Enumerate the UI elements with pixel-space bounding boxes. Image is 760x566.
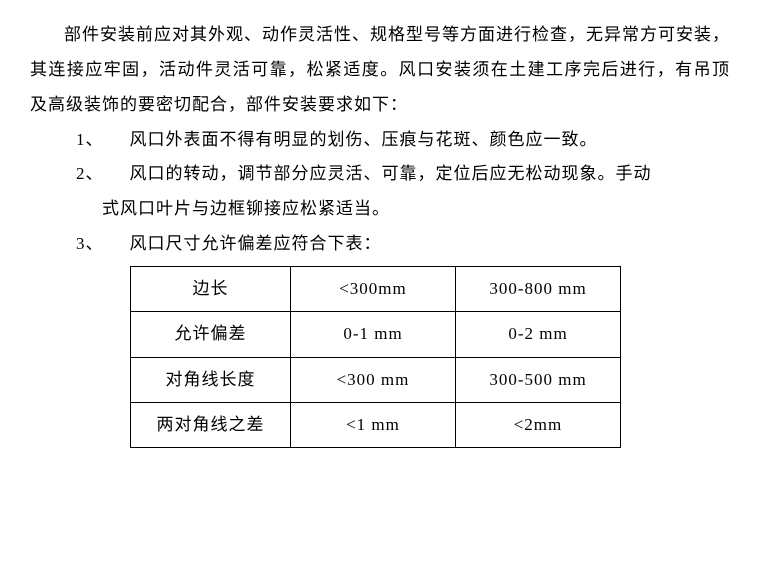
list-num-2: 2、 [76,157,104,192]
table-cell: 两对角线之差 [131,402,291,447]
table-cell: 边长 [131,266,291,311]
table-cell: 允许偏差 [131,312,291,357]
table-cell: <2mm [456,402,621,447]
table-cell: 300-500 mm [456,357,621,402]
list-text-1: 风口外表面不得有明显的划伤、压痕与花斑、颜色应一致。 [130,130,598,149]
table-row: 允许偏差 0-1 mm 0-2 mm [131,312,621,357]
requirements-list: 1、 风口外表面不得有明显的划伤、压痕与花斑、颜色应一致。 2、 风口的转动，调节部… [30,123,730,262]
list-item-2-continue: 式风口叶片与边框铆接应松紧适当。 [30,192,730,227]
table-row: 边长 <300mm 300-800 mm [131,266,621,311]
list-num-1: 1、 [76,123,104,158]
table-cell: <300mm [291,266,456,311]
table-cell: <1 mm [291,402,456,447]
intro-paragraph: 部件安装前应对其外观、动作灵活性、规格型号等方面进行检查，无异常方可安装，其连接… [30,18,730,123]
table-row: 两对角线之差 <1 mm <2mm [131,402,621,447]
list-text-2: 风口的转动，调节部分应灵活、可靠，定位后应无松动现象。手动 [130,164,652,183]
list-item-2: 2、 风口的转动，调节部分应灵活、可靠，定位后应无松动现象。手动 [30,157,730,192]
list-item-1: 1、 风口外表面不得有明显的划伤、压痕与花斑、颜色应一致。 [30,123,730,158]
tolerance-table: 边长 <300mm 300-800 mm 允许偏差 0-1 mm 0-2 mm … [130,266,621,448]
list-num-3: 3、 [76,227,104,262]
table-cell: <300 mm [291,357,456,402]
table-cell: 对角线长度 [131,357,291,402]
table-cell: 0-2 mm [456,312,621,357]
table-row: 对角线长度 <300 mm 300-500 mm [131,357,621,402]
list-text-3: 风口尺寸允许偏差应符合下表： [130,234,382,253]
table-cell: 0-1 mm [291,312,456,357]
table-cell: 300-800 mm [456,266,621,311]
list-item-3: 3、 风口尺寸允许偏差应符合下表： [30,227,730,262]
